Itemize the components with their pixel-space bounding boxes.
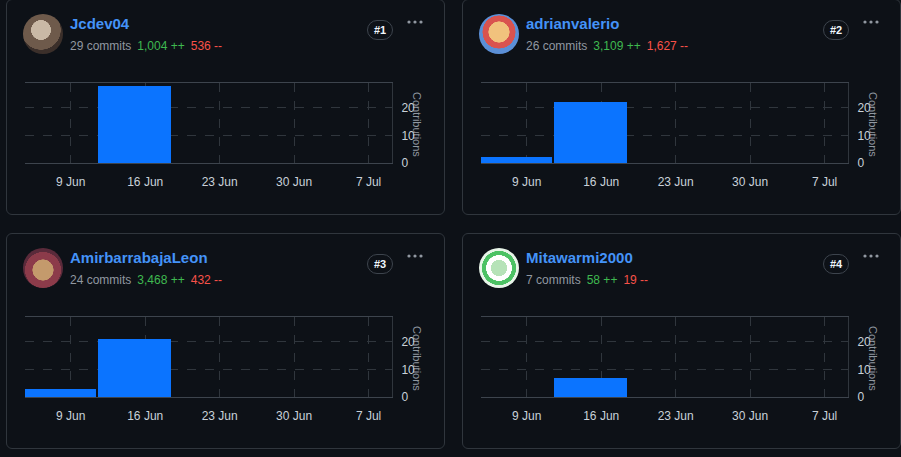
html-text:#3: #3 [373,258,387,270]
svg-text:9 Jun: 9 Jun [56,409,85,423]
svg-text:30 Jun: 30 Jun [276,175,312,189]
svg-text:7 Jul: 7 Jul [812,409,837,423]
html-text:Contributions: Contributions [867,325,879,391]
svg-text:9 Jun: 9 Jun [512,409,541,423]
html-text:AmirbarrabajaLeon: AmirbarrabajaLeon [70,249,208,266]
svg-text:7 Jul: 7 Jul [812,175,837,189]
svg-text:9 Jun: 9 Jun [56,175,85,189]
html-text:#2: #2 [829,24,843,36]
html-text:536 --: 536 -- [190,39,223,53]
svg-text:0: 0 [857,156,864,170]
html-text:432 --: 432 -- [190,273,223,287]
svg-text:23 Jun: 23 Jun [202,175,238,189]
svg-text:16 Jun: 16 Jun [583,409,619,423]
svg-text:23 Jun: 23 Jun [658,175,694,189]
html-text:Contributions: Contributions [411,325,423,391]
html-text:1,627 --: 1,627 -- [646,39,689,53]
html-text:3,468 ++: 3,468 ++ [137,273,185,287]
svg-text:30 Jun: 30 Jun [276,409,312,423]
svg-text:20: 20 [857,101,871,115]
html-text:adrianvalerio: adrianvalerio [526,15,620,32]
svg-text:16 Jun: 16 Jun [127,175,163,189]
html-text:26 commits: 26 commits [526,39,588,53]
svg-text:0: 0 [401,390,408,404]
svg-text:30 Jun: 30 Jun [732,409,768,423]
svg-text:23 Jun: 23 Jun [202,409,238,423]
svg-text:0: 0 [401,156,408,170]
html-text:29 commits: 29 commits [70,39,132,53]
svg-text:23 Jun: 23 Jun [658,409,694,423]
html-text:3,109 ++: 3,109 ++ [593,39,641,53]
html-text:7 commits: 7 commits [526,273,581,287]
svg-text:16 Jun: 16 Jun [127,409,163,423]
svg-text:30 Jun: 30 Jun [732,175,768,189]
svg-text:10: 10 [857,129,871,143]
html-text:#4: #4 [829,258,843,270]
html-text:Contributions: Contributions [867,91,879,157]
html-text:58 ++: 58 ++ [586,273,618,287]
html-text:Mitawarmi2000: Mitawarmi2000 [526,249,633,266]
svg-text:16 Jun: 16 Jun [583,175,619,189]
svg-text:9 Jun: 9 Jun [512,175,541,189]
html-text:Jcdev04: Jcdev04 [70,15,130,32]
svg-text:0: 0 [857,390,864,404]
svg-text:20: 20 [857,335,871,349]
svg-text:10: 10 [857,363,871,377]
svg-text:7 Jul: 7 Jul [356,409,381,423]
html-text:24 commits: 24 commits [70,273,132,287]
html-text:Contributions: Contributions [411,91,423,157]
html-text:#1: #1 [373,24,387,36]
svg-text:20: 20 [401,335,415,349]
html-text:1,004 ++: 1,004 ++ [137,39,185,53]
svg-text:10: 10 [401,129,415,143]
html-text:19 --: 19 -- [623,273,649,287]
svg-text:10: 10 [401,363,415,377]
svg-text:7 Jul: 7 Jul [356,175,381,189]
svg-text:20: 20 [401,101,415,115]
